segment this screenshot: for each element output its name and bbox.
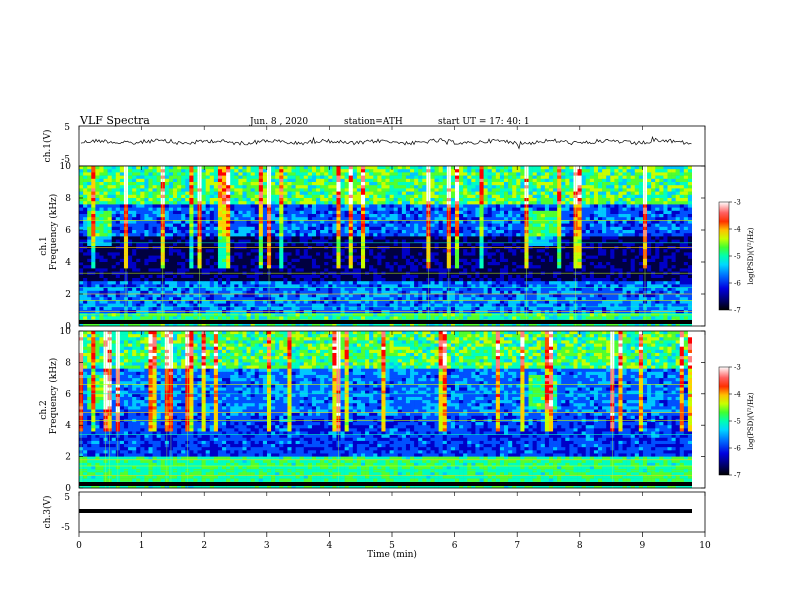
ch2-spec-ylabel: Frequency (kHz)	[48, 358, 59, 435]
colorbar-tick-label: -3	[734, 199, 741, 207]
ch1-spec-ylabel-channel: ch.1	[39, 236, 49, 255]
start-ut-label: start UT = 17: 40: 1	[438, 117, 530, 127]
x-tick-label: 8	[577, 541, 583, 551]
ch3-ytick-top: 5	[64, 493, 70, 503]
ch1-trace	[80, 135, 692, 150]
ch2-colorbar-label: log(PSD)(V²/Hz)	[747, 392, 755, 449]
colorbar-tick-label: -6	[734, 445, 741, 453]
colorbar-tick-label: -7	[734, 307, 741, 315]
spec-ytick-label: 8	[65, 358, 71, 368]
colorbar-tick-label: -6	[734, 280, 741, 288]
x-tick-label: 1	[139, 541, 145, 551]
x-axis: 0 1 2 3 4 5 6 7 8 9 10	[76, 126, 711, 551]
x-axis-label: Time (min)	[367, 549, 417, 560]
spec-ytick-label: 0	[65, 484, 71, 494]
ch1-colorbar-label: log(PSD)(V²/Hz)	[747, 227, 755, 284]
colorbar-tick-label: -5	[734, 418, 741, 426]
spec-ytick-label: 6	[65, 226, 71, 236]
spec-ytick-label: 4	[65, 258, 71, 268]
spec-ytick-label: 2	[65, 290, 71, 300]
colorbar-tick-label: -5	[734, 253, 741, 261]
ch1-colorbar	[718, 201, 730, 311]
ch1-ytick-top: 5	[64, 123, 70, 133]
spec-ytick-label: 4	[65, 421, 71, 431]
x-tick-label: 0	[76, 541, 82, 551]
spec-ytick-label: 0	[65, 322, 71, 332]
ch3-ylabel: ch.3(V)	[42, 496, 53, 529]
spec-ytick-label: 2	[65, 453, 71, 463]
colorbar-tick-label: -4	[734, 226, 741, 234]
x-tick-label: 6	[452, 541, 458, 551]
ch2-spectrogram	[79, 331, 705, 489]
date-label: Jun. 8 , 2020	[249, 117, 308, 127]
figure-title: VLF Spectra	[79, 114, 150, 127]
x-tick-label: 2	[201, 541, 207, 551]
ch2-colorbar	[718, 366, 730, 476]
spec-ytick-label: 10	[60, 327, 72, 337]
ch3-trace	[79, 509, 692, 513]
x-tick-label: 7	[514, 541, 520, 551]
ch2-spec-ylabel-channel: ch.2	[39, 400, 49, 419]
ch1-ylabel: ch.1(V)	[42, 130, 53, 163]
colorbar-tick-label: -7	[734, 472, 741, 480]
ch3-waveform-panel: 5 -5 ch.3(V)	[42, 491, 706, 533]
station-label: station=ATH	[344, 117, 403, 127]
x-tick-label: 9	[640, 541, 646, 551]
ch3-ytick-bottom: -5	[61, 523, 70, 533]
colorbar-tick-label: -3	[734, 364, 741, 372]
spec-ytick-label: 8	[65, 194, 71, 204]
ch1-spec-ylabel: Frequency (kHz)	[48, 194, 59, 271]
spec-ytick-label: 10	[60, 162, 72, 172]
x-tick-label: 5	[389, 541, 395, 551]
x-tick-label: 10	[699, 541, 711, 551]
x-tick-label: 4	[327, 541, 333, 551]
ch1-ytick-bottom: -5	[61, 155, 70, 165]
colorbar-tick-label: -4	[734, 391, 741, 399]
ch1-spectrogram	[79, 166, 705, 327]
x-tick-label: 3	[264, 541, 270, 551]
spec-ytick-label: 6	[65, 390, 71, 400]
